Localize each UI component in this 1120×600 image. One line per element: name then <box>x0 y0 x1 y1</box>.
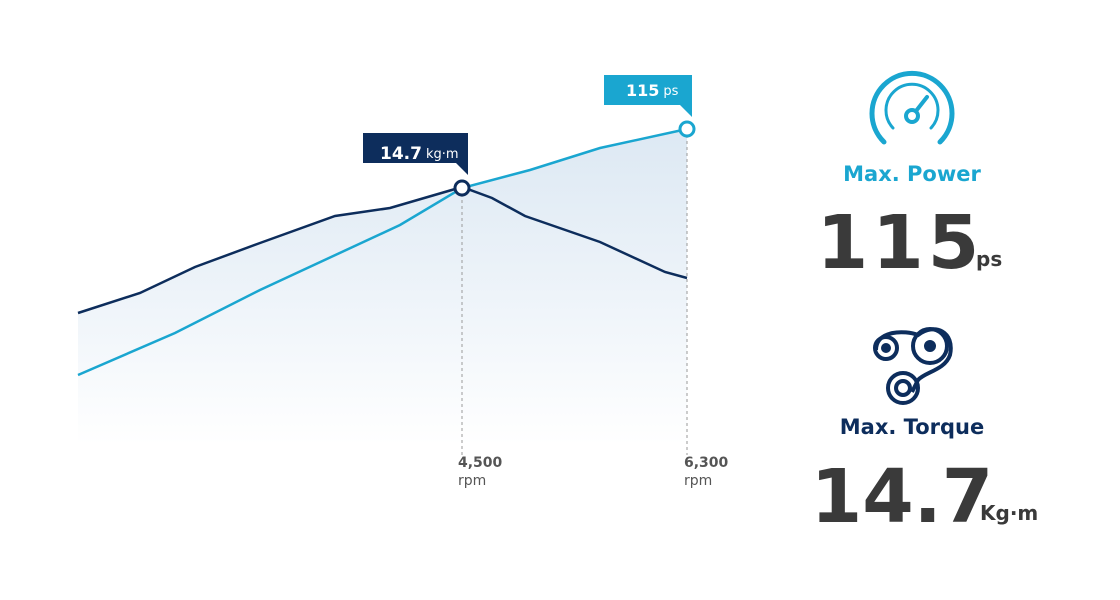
callout-unit: ps <box>663 84 678 99</box>
belt-icon <box>873 327 953 405</box>
callout-value: 14.7 <box>380 144 422 164</box>
spec-label: Max. Torque <box>840 415 984 439</box>
power-callout <box>604 75 692 117</box>
callout-value: 115 <box>626 81 659 100</box>
spec-unit: ps <box>976 247 1002 271</box>
torque-curve <box>77 185 688 315</box>
torque-point <box>453 179 471 197</box>
rpm-unit: rpm <box>684 473 712 489</box>
spec-label: Max. Power <box>843 162 981 186</box>
power-curve <box>77 127 688 377</box>
spec-value: 14.7 <box>811 454 994 540</box>
rpm-value: 6,300 <box>684 455 729 471</box>
rpm-value: 4,500 <box>458 455 503 471</box>
gauge-icon <box>869 70 955 145</box>
chart-area <box>78 129 687 445</box>
torque-callout <box>363 133 468 175</box>
rpm-unit: rpm <box>458 473 486 489</box>
spec-unit: Kg·m <box>980 501 1038 525</box>
callout-unit: kg·m <box>426 147 459 162</box>
power-callout-text: 115 ps <box>626 81 679 100</box>
torque-callout-text: 14.7 kg·m <box>380 144 459 164</box>
power-point <box>678 120 696 138</box>
spec-value: 115 <box>817 200 983 286</box>
